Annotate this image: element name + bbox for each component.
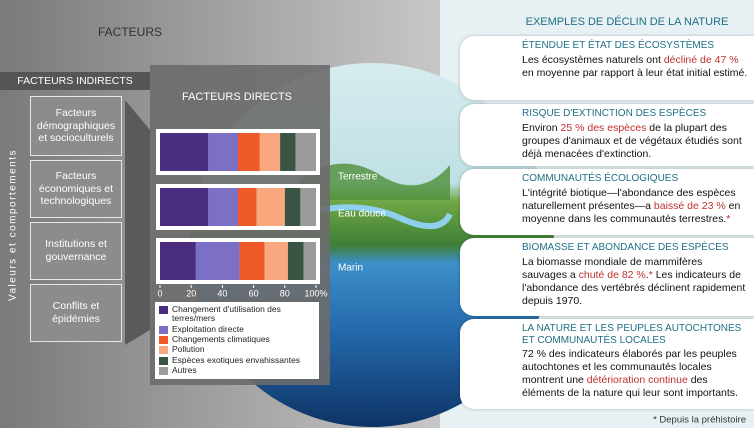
infographic: FACTEURS FACTEURS INDIRECTS Valeurs et com… <box>0 0 754 428</box>
category-label: Eau douce <box>338 209 386 220</box>
legend-label: Exploitation directe <box>172 325 244 334</box>
footnote: * Depuis la préhistoire <box>653 415 746 426</box>
legend-swatch <box>159 346 168 354</box>
category-label: Terrestre <box>338 172 378 183</box>
bar-segment <box>160 188 208 226</box>
example-text: COMMUNAUTÉS ÉCOLOGIQUES L'intégrité bioti… <box>522 173 748 226</box>
bar-segment <box>288 242 304 280</box>
x-tick-label: 80 <box>280 288 290 298</box>
emphasis-text: décliné de 47 % <box>664 54 739 66</box>
legend-entry: Exploitation directe <box>159 325 315 334</box>
example-body: L'intégrité biotique—l'abondance des esp… <box>522 187 748 226</box>
x-tick-label: 100% <box>304 288 327 298</box>
legend-swatch <box>159 367 168 375</box>
legend-entry: Pollution <box>159 345 315 354</box>
bar-segment <box>300 188 316 226</box>
example-heading: COMMUNAUTÉS ÉCOLOGIQUES <box>522 173 748 185</box>
example-heading: ÉTENDUE ET ÉTAT DES ÉCOSYSTÈMES <box>522 40 748 52</box>
emphasis-text: détérioration continue <box>587 374 688 386</box>
legend-swatch <box>159 336 168 344</box>
emphasis-text: baissé de 23 % <box>654 200 726 212</box>
legend-swatch <box>159 357 168 365</box>
legend-label: Changement d'utilisation des terres/mers <box>172 305 315 324</box>
indirect-factor: Facteurs économiques et technologiques <box>30 160 122 218</box>
body-text: en moyenne par rapport à leur état initi… <box>522 67 747 79</box>
bar-segment <box>238 133 260 171</box>
legend-entry: Espèces exotiques envahissantes <box>159 356 315 365</box>
example-body: Les écosystèmes naturels ont décliné de … <box>522 54 748 80</box>
body-text: Environ <box>522 122 561 134</box>
examples-title: EXEMPLES DE DÉCLIN DE LA NATURE <box>526 15 729 28</box>
bar-segment <box>160 133 208 171</box>
indirect-factor: Institutions et gouvernance <box>30 222 122 280</box>
bar-segment <box>238 188 257 226</box>
legend-label: Espèces exotiques envahissantes <box>172 356 300 365</box>
side-label: Valeurs et comportements <box>8 149 19 301</box>
bar-segment <box>196 242 240 280</box>
legend-label: Autres <box>172 366 197 375</box>
legend-label: Pollution <box>172 345 205 354</box>
legend-entry: Changements climatiques <box>159 335 315 344</box>
example-text: ÉTENDUE ET ÉTAT DES ÉCOSYSTÈMES Les écosy… <box>522 40 748 80</box>
bar-segment <box>240 242 265 280</box>
example-heading: LA NATURE ET LES PEUPLES AUTOCHTONES ET … <box>522 323 748 346</box>
indirect-title: FACTEURS INDIRECTS <box>17 75 133 87</box>
bar-segment <box>160 242 196 280</box>
example-text: BIOMASSE ET ABONDANCE DES ESPÈCES La biom… <box>522 242 748 308</box>
legend-label: Changements climatiques <box>172 335 270 344</box>
legend-entry: Autres <box>159 366 315 375</box>
emphasis-text: 25 % des espèces <box>561 122 647 134</box>
x-tick-label: 20 <box>186 288 196 298</box>
example-heading: RISQUE D'EXTINCTION DES ESPÈCES <box>522 108 748 120</box>
bar-segment <box>260 133 280 171</box>
direct-title: FACTEURS DIRECTS <box>182 91 292 103</box>
emphasis-text: * <box>726 213 730 225</box>
bar-segment <box>257 188 285 226</box>
category-label: Marin <box>338 263 363 274</box>
bar-segment <box>265 242 288 280</box>
indirect-factor: Conflits et épidémies <box>30 284 122 342</box>
connector <box>125 100 150 345</box>
example-body: La biomasse mondiale de mammifères sauva… <box>522 256 748 309</box>
x-tick-label: 60 <box>249 288 259 298</box>
bar-segment <box>304 242 316 280</box>
example-heading: BIOMASSE ET ABONDANCE DES ESPÈCES <box>522 242 748 254</box>
x-tick-label: 0 <box>157 288 162 298</box>
bar-segment <box>285 188 301 226</box>
legend-swatch <box>159 306 168 314</box>
example-text: LA NATURE ET LES PEUPLES AUTOCHTONES ET … <box>522 323 748 401</box>
example-body: 72 % des indicateurs élaborés par les pe… <box>522 348 748 401</box>
legend-entry: Changement d'utilisation des terres/mers <box>159 305 315 324</box>
x-tick-label: 40 <box>217 288 227 298</box>
header-title: FACTEURS <box>98 25 162 39</box>
example-body: Environ 25 % des espèces de la plupart d… <box>522 122 748 161</box>
body-text: Les écosystèmes naturels ont <box>522 54 664 66</box>
bar-segment <box>296 133 316 171</box>
indirect-factor: Facteurs démographiques et socioculturel… <box>30 96 122 156</box>
legend: Changement d'utilisation des terres/mers… <box>155 302 319 379</box>
legend-swatch <box>159 326 168 334</box>
emphasis-text: chuté de 82 % <box>579 269 646 281</box>
example-text: RISQUE D'EXTINCTION DES ESPÈCES Environ 2… <box>522 108 748 161</box>
bar-segment <box>208 188 238 226</box>
bar-segment <box>208 133 238 171</box>
bar-segment <box>280 133 296 171</box>
